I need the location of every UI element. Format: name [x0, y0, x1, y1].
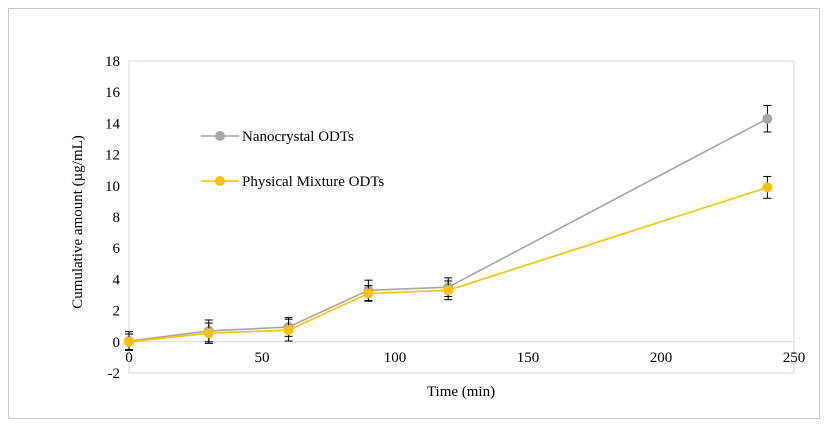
legend-label: Physical Mixture ODTs	[242, 174, 384, 190]
data-point	[762, 182, 773, 193]
y-tick-label: 6	[113, 241, 121, 257]
y-tick-label: 16	[105, 85, 121, 101]
data-point	[443, 285, 454, 296]
legend-item-2: Physical Mixture ODTs	[201, 174, 384, 190]
legend-marker	[215, 176, 225, 186]
y-tick-label: 10	[105, 179, 120, 195]
chart-frame: -2 0 2 4 6 8 10 12 14 16 18 0 50 100 150 200 250 Nanocry…	[8, 8, 820, 419]
series-line	[128, 117, 768, 342]
legend-item-1: Nanocrystal ODTs	[201, 129, 354, 145]
legend: Nanocrystal ODTs Physical Mixture ODTs	[201, 129, 384, 190]
y-axis-label: Cumulative amount (µg/mL)	[70, 135, 86, 309]
y-tick-label: -2	[108, 366, 121, 382]
plot-area	[128, 60, 795, 374]
data-point	[762, 113, 773, 124]
y-tick-label: 2	[113, 304, 121, 320]
data-point	[363, 288, 374, 299]
x-tick-label: 100	[384, 350, 407, 366]
series-line	[128, 186, 768, 343]
x-tick-label: 200	[650, 350, 673, 366]
x-tick-label: 150	[517, 350, 540, 366]
y-tick-label: 14	[105, 116, 121, 132]
legend-label: Nanocrystal ODTs	[242, 129, 354, 145]
x-tick-label: 250	[783, 350, 806, 366]
data-point	[203, 328, 214, 339]
x-tick-label: 0	[125, 350, 133, 366]
legend-marker	[215, 131, 225, 141]
series-1	[124, 104, 773, 351]
x-tick-label: 50	[255, 350, 270, 366]
series-layer	[124, 104, 773, 351]
series-2	[124, 175, 773, 351]
y-tick-label: 12	[105, 148, 120, 164]
y-tick-label: 4	[113, 272, 121, 288]
y-tick-label: 0	[113, 335, 121, 351]
data-point	[124, 336, 134, 347]
x-axis-label: Time (min)	[427, 384, 495, 400]
data-point	[283, 325, 294, 336]
y-tick-label: 18	[105, 54, 120, 70]
y-tick-label: 8	[113, 210, 121, 226]
